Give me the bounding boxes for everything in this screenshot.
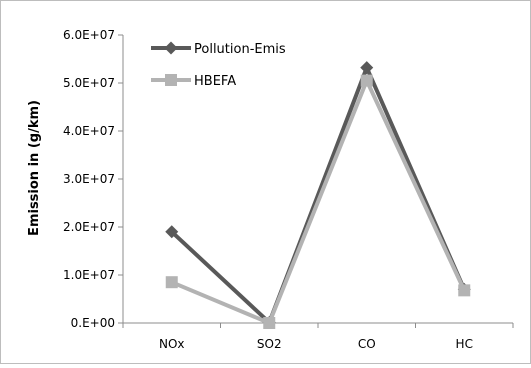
y-tick-label: 6.0E+07 — [63, 28, 115, 42]
legend-label: Pollution-Emis — [194, 42, 286, 57]
y-tick-label: 3.0E+07 — [63, 172, 115, 186]
data-point-nox — [165, 276, 178, 289]
line-chart: 0.E+00 1.0E+07 2.0E+07 3.0E+07 4.0E+07 5.0E+0… — [27, 28, 514, 351]
y-tick-label: 0.E+00 — [71, 316, 115, 330]
y-tick-label: 1.0E+07 — [63, 268, 115, 282]
series-line — [170, 65, 467, 325]
series-pollution-emis — [165, 61, 471, 330]
x-tick-labels: NOx SO2 CO HC — [159, 337, 473, 351]
x-tick-label-nox: NOx — [159, 337, 185, 351]
legend-swatch-marker — [164, 41, 178, 55]
legend-swatch-marker — [165, 74, 177, 86]
y-axis-label: Emission in (g/km) — [27, 100, 42, 236]
y-tick-label: 2.0E+07 — [63, 220, 115, 234]
y-tick-label: 5.0E+07 — [63, 76, 115, 90]
series-hbefa — [165, 74, 471, 329]
data-point-so2 — [263, 317, 276, 329]
legend-item: Pollution-Emis — [151, 41, 286, 57]
legend: Pollution-Emis HBEFA — [151, 41, 286, 89]
x-tick-label-co: CO — [358, 337, 376, 351]
data-point-hc — [458, 284, 471, 297]
legend-label: HBEFA — [194, 74, 236, 89]
legend-item: HBEFA — [151, 74, 236, 89]
series-line — [170, 78, 467, 325]
y-tick-labels: 0.E+00 1.0E+07 2.0E+07 3.0E+07 4.0E+07 5.0E+0… — [63, 28, 115, 330]
data-point-nox — [165, 225, 179, 239]
y-tick-label: 4.0E+07 — [63, 124, 115, 138]
series-group — [165, 61, 471, 330]
data-point-co — [360, 74, 373, 87]
axes — [118, 34, 514, 328]
x-tick-label-hc: HC — [456, 337, 473, 351]
x-tick-label-so2: SO2 — [257, 337, 282, 351]
data-point-co — [360, 61, 374, 75]
